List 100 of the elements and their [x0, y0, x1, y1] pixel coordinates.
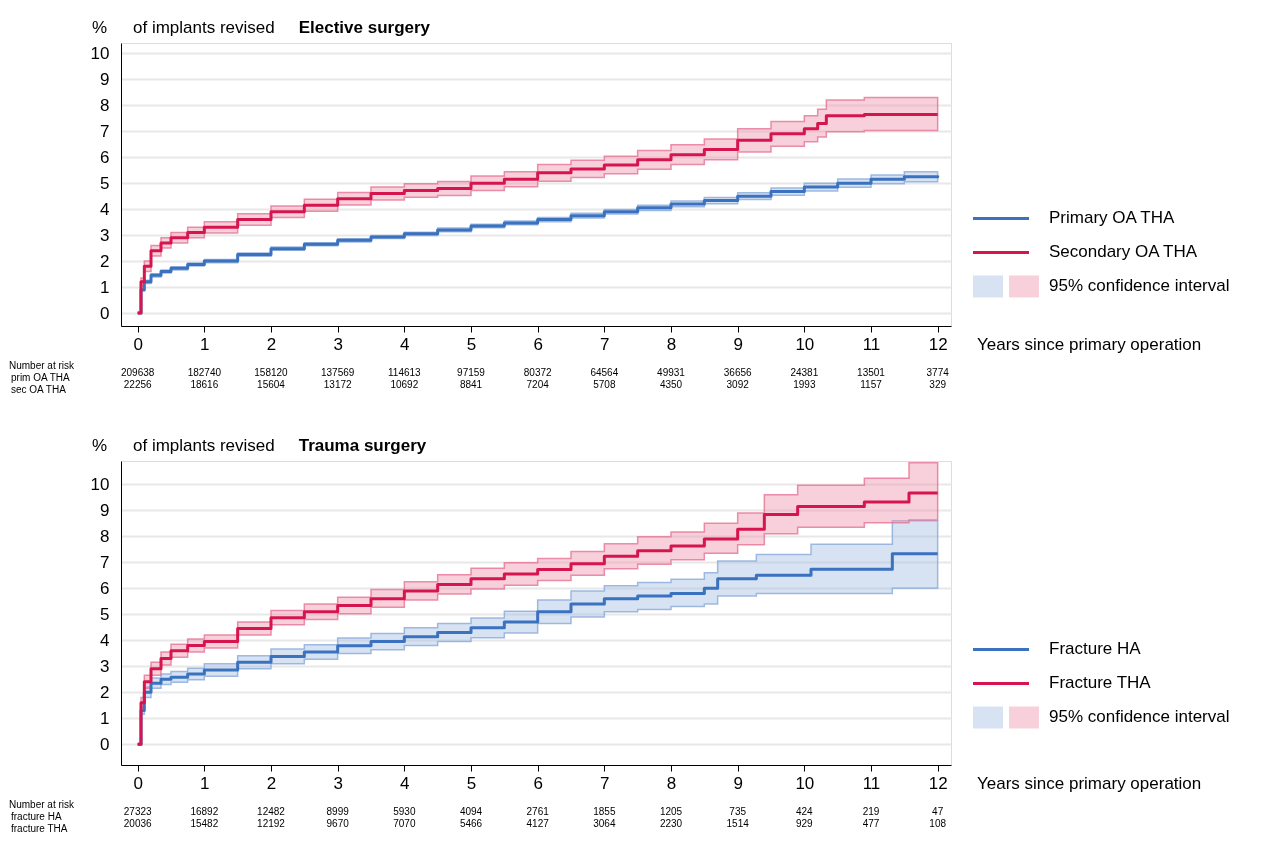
text: 4350	[659, 379, 683, 390]
text: 182740	[187, 367, 222, 378]
text: 18616	[190, 379, 219, 390]
x-tick-label: 9	[733, 334, 743, 354]
text: prim OA THA	[11, 372, 71, 383]
text: 4127	[526, 818, 550, 829]
x-tick-label: 0	[133, 334, 143, 354]
x-tick-label: 11	[862, 773, 881, 793]
text: 158120	[254, 367, 289, 378]
text: 1855	[593, 806, 616, 817]
text: 27323	[123, 806, 153, 817]
text: 80372	[523, 367, 553, 378]
text: 1205	[659, 806, 683, 817]
text: 8999	[326, 806, 350, 817]
text: 2230	[659, 818, 683, 829]
y-tick-label: 2	[100, 251, 110, 271]
text: 36656	[723, 367, 753, 378]
x-tick-label: 11	[862, 334, 881, 354]
y-tick-label: 4	[100, 630, 110, 650]
text: 477	[862, 818, 880, 829]
x-tick-label: 6	[533, 334, 543, 354]
chart-title: Trauma surgery	[298, 436, 427, 455]
text: 3092	[726, 379, 750, 390]
y-tick-label: 1	[100, 708, 110, 728]
x-tick-label: 1	[200, 334, 210, 354]
x-axis-title: Years since primary operation	[977, 335, 1202, 354]
text: 15482	[190, 818, 219, 829]
text: 219	[862, 806, 880, 817]
text: 735	[729, 806, 747, 817]
text: sec OA THA	[11, 384, 67, 395]
text: 424	[795, 806, 814, 817]
chart-subtitle: of implants revised	[133, 436, 275, 455]
text: 64564	[590, 367, 619, 378]
x-tick-label: 1	[200, 773, 210, 793]
chart-title: Elective surgery	[298, 18, 431, 37]
text: 5708	[593, 379, 616, 390]
y-tick-label: 9	[100, 69, 110, 89]
text: 114613	[388, 367, 422, 378]
text: 108	[929, 818, 947, 829]
y-tick-label: 5	[100, 173, 110, 193]
x-tick-label: 7	[600, 334, 610, 354]
text: 95% confidence interval	[1049, 707, 1230, 727]
y-tick-label: 7	[100, 552, 110, 572]
y-tick-label: 3	[100, 656, 110, 676]
text: 209638	[120, 367, 155, 378]
y-tick-label: 6	[100, 578, 110, 598]
x-tick-label: 12	[928, 334, 948, 354]
text: 12482	[257, 806, 286, 817]
x-tick-label: 7	[600, 773, 610, 793]
y-tick-label: 0	[100, 734, 110, 754]
x-tick-label: 5	[466, 773, 477, 793]
text: 49931	[657, 367, 686, 378]
text: 3774	[926, 367, 950, 378]
text: 137569	[320, 367, 355, 378]
x-tick-label: 3	[333, 773, 343, 793]
x-tick-label: 2	[266, 334, 277, 354]
text: 929	[795, 818, 814, 829]
legend-label: Fracture THA	[1049, 673, 1152, 693]
x-tick-label: 5	[466, 334, 477, 354]
y-tick-label: 10	[90, 43, 110, 63]
y-tick-label: 2	[100, 682, 110, 702]
text: 5466	[459, 818, 483, 829]
text: 7070	[393, 818, 416, 829]
y-tick-label: 10	[90, 474, 110, 494]
text: Number at risk	[9, 360, 76, 371]
text: 15604	[257, 379, 286, 390]
y-tick-label: 4	[100, 199, 110, 219]
y-tick-label: 8	[100, 95, 110, 115]
chart-subtitle: of implants revised	[133, 18, 275, 37]
text: 1157	[860, 379, 883, 390]
text: 7204	[526, 379, 550, 390]
text: 95% confidence interval	[1049, 276, 1230, 296]
text: 47	[932, 806, 944, 817]
x-axis-title: Years since primary operation	[977, 774, 1202, 793]
x-tick-label: 10	[795, 334, 815, 354]
y-axis-title: %	[91, 436, 107, 455]
text: 1993	[793, 379, 816, 390]
text: 13172	[323, 379, 353, 390]
text: 2761	[526, 806, 550, 817]
x-tick-label: 6	[533, 773, 543, 793]
text: 9670	[326, 818, 350, 829]
legend-label: Secondary OA THA	[1049, 242, 1198, 262]
x-tick-label: 9	[733, 773, 743, 793]
y-tick-label: 1	[100, 277, 110, 297]
y-tick-label: 0	[100, 303, 110, 323]
x-tick-label: 0	[133, 773, 143, 793]
text: 1514	[726, 818, 750, 829]
text: 97159	[457, 367, 486, 378]
legend-label: Fracture HA	[1049, 639, 1142, 659]
text: 24381	[790, 367, 819, 378]
text: 3064	[593, 818, 616, 829]
x-tick-label: 4	[400, 773, 410, 793]
text: 329	[929, 379, 947, 390]
y-tick-label: 8	[100, 526, 110, 546]
x-tick-label: 4	[400, 334, 410, 354]
text: 10692	[390, 379, 419, 390]
text: 20036	[123, 818, 153, 829]
x-tick-label: 10	[795, 773, 815, 793]
x-tick-label: 2	[266, 773, 277, 793]
legend-label: Primary OA THA	[1049, 208, 1175, 228]
